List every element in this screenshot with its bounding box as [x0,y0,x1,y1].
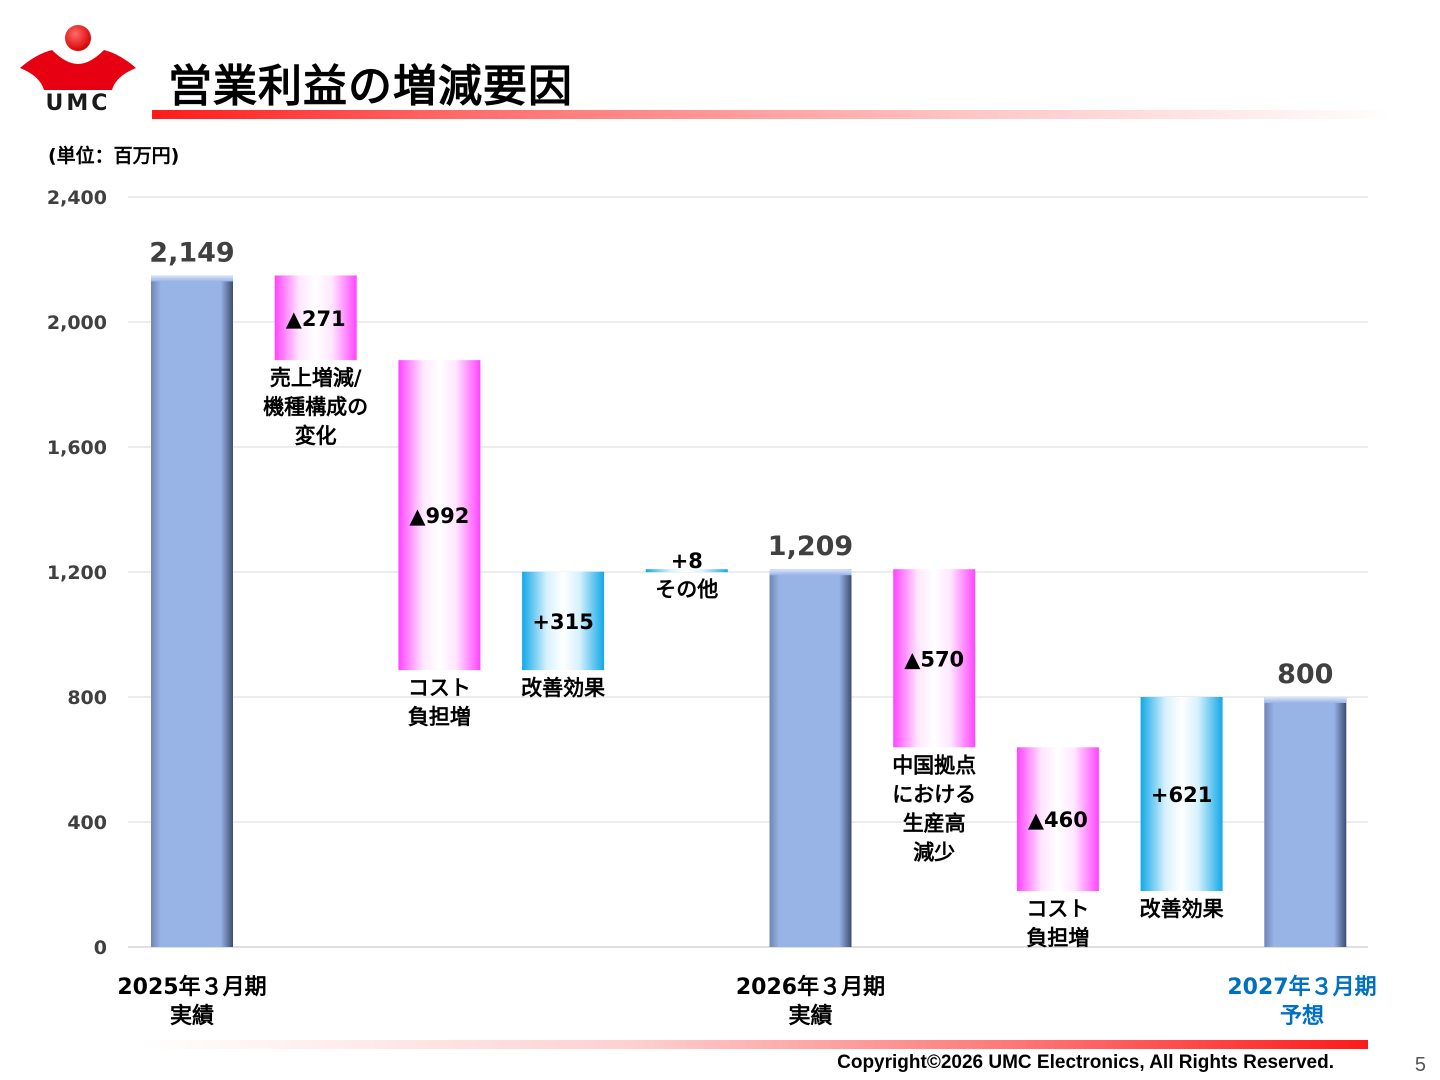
change-description-label: 改善効果 [521,676,605,700]
change-value-label: +315 [532,610,593,634]
change-description-label: 機種構成の [263,395,368,419]
category-sublabel: 実績 [170,1003,214,1029]
change-value-label: +8 [671,549,703,573]
total-bar [1264,697,1347,947]
increase-bar [522,571,605,671]
change-value-label: +621 [1151,783,1212,807]
decrease-bar [398,360,481,671]
decrease-bar [893,569,976,748]
y-tick-label: 1,200 [47,562,107,584]
total-value-label: 800 [1277,659,1333,690]
change-description-label: 変化 [295,424,337,448]
logo-ball [65,25,91,51]
copyright-text: Copyright©2026 UMC Electronics, All Righ… [837,1052,1334,1073]
change-description-label: における [892,782,976,806]
decrease-bar [1016,747,1099,892]
title-underline [152,110,1392,119]
change-value-label: ▲460 [1028,808,1088,832]
category-label: 2025年３月期 [117,974,266,1000]
category-label: 2026年３月期 [736,974,885,1000]
total-bar [769,569,852,947]
total-bar [151,275,233,947]
change-value-label: ▲271 [286,307,346,331]
unit-label: (単位：百万円) [48,145,180,167]
y-tick-label: 2,000 [47,312,107,334]
y-tick-label: 1,600 [47,437,107,459]
change-description-label: 中国拠点 [892,753,976,777]
change-description-label: 改善効果 [1140,897,1224,921]
footer-rule [140,1040,1368,1049]
umc-logo: UMC [20,25,136,112]
y-tick-label: 400 [67,812,107,834]
change-description-label: コスト [1026,897,1089,921]
change-description-label: 負担増 [1026,926,1089,950]
change-value-label: ▲570 [904,647,964,671]
increase-bar [1140,697,1223,892]
y-tick-label: 800 [67,687,107,709]
change-description-label: その他 [655,578,718,602]
logo-wing [20,50,136,90]
total-value-label: 2,149 [149,237,234,268]
total-value-label: 1,209 [768,531,853,562]
change-description-label: 売上増減/ [270,366,362,390]
logo-text: UMC [46,91,111,112]
y-tick-label: 0 [94,937,107,959]
change-description-label: 減少 [913,840,955,864]
increase-bar [645,569,728,573]
change-value-label: ▲992 [409,504,469,528]
total-bar-highlight [151,275,233,282]
change-description-label: コスト [408,676,471,700]
bars-layer [151,275,1347,947]
decrease-bar [274,275,357,361]
change-description-label: 生産高 [903,811,966,835]
total-bar-highlight [1264,697,1347,703]
category-label: 2027年３月期 [1227,974,1376,1000]
labels-layer: 2,1492025年３月期実績▲271売上増減/機種構成の変化▲992コスト負担… [117,237,1376,1029]
y-tick-label: 2,400 [47,187,107,209]
page-title: 営業利益の増減要因 [168,61,573,112]
total-bar-highlight [769,569,852,576]
page-number: 5 [1414,1054,1426,1076]
category-sublabel: 予想 [1280,1004,1324,1029]
category-sublabel: 実績 [788,1003,832,1029]
change-description-label: 負担増 [408,705,471,729]
